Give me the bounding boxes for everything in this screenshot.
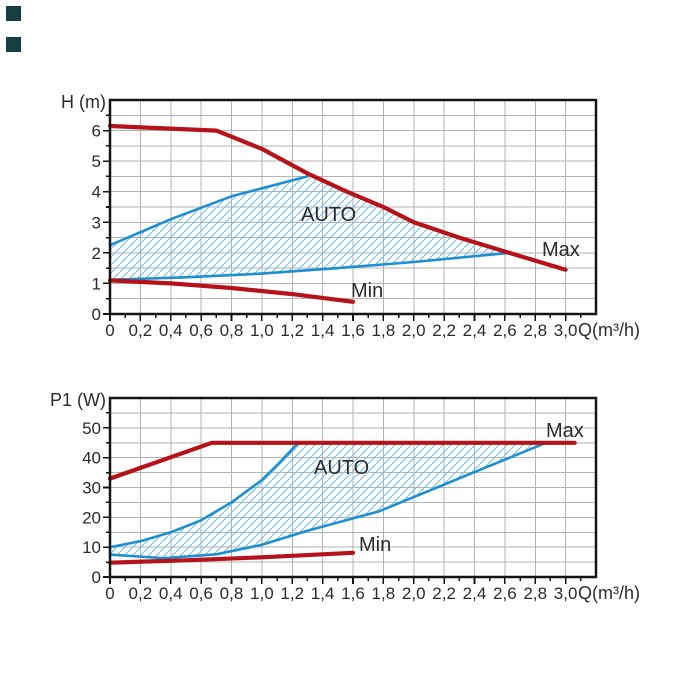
x-tick-label: 0,2 (129, 584, 153, 603)
max-curve (107, 123, 568, 272)
x-tick-label: 1,6 (341, 321, 365, 340)
x-tick-label: 2,0 (402, 321, 426, 340)
tick-labels: 0 0,2 0,4 0,6 0,8 1,0 1,2 1,4 1,6 1,8 2,0 2,2 2,4 2,6… (82, 419, 577, 603)
min-curve (107, 278, 356, 304)
x-tick-label: 0,6 (189, 584, 213, 603)
max-curve (107, 440, 577, 481)
max-label: Max (546, 420, 584, 442)
corner-marker (6, 6, 21, 21)
x-tick-label: 1,6 (341, 584, 365, 603)
power-chart: 0 0,2 0,4 0,6 0,8 1,0 1,2 1,4 1,6 1,8 2,0 2,2 2,4 2,6… (50, 390, 640, 603)
y-tick-label: 5 (92, 152, 101, 171)
x-tick-label: 1,2 (280, 321, 304, 340)
y-tick-label: 50 (82, 419, 101, 438)
y-tick-label: 40 (82, 449, 101, 468)
x-tick-label: 1,0 (250, 321, 274, 340)
x-tick-label: 0,6 (189, 321, 213, 340)
x-tick-label: 1,8 (372, 321, 396, 340)
y-tick-label: 0 (92, 305, 101, 324)
x-tick-label: 1,4 (311, 584, 335, 603)
y-tick-label: 1 (92, 274, 101, 293)
x-tick-label: 0,8 (220, 321, 244, 340)
x-tick-label: 3,0 (554, 321, 578, 340)
x-tick-label: 2,2 (432, 321, 456, 340)
min-label: Min (351, 280, 383, 302)
y-tick-label: 3 (92, 213, 101, 232)
x-tick-label: 2,4 (463, 321, 487, 340)
auto-upper-curve (108, 175, 309, 247)
x-tick-label: 1,8 (372, 584, 396, 603)
x-tick-label: 0 (105, 584, 114, 603)
tick-labels: 0 0,2 0,4 0,6 0,8 1,0 1,2 1,4 1,6 1,8 2,0 2,2 2,4 2,6… (92, 122, 578, 340)
x-tick-label: 2,4 (463, 584, 487, 603)
max-label: Max (542, 239, 580, 261)
x-tick-label: 3,0 (554, 584, 578, 603)
y-tick-label: 4 (92, 183, 101, 202)
x-tick-label: 2,8 (523, 321, 547, 340)
x-tick-label: 2,6 (493, 584, 517, 603)
corner-marker (6, 37, 21, 52)
head-chart: 0 0,2 0,4 0,6 0,8 1,0 1,2 1,4 1,6 1,8 2,0 2,2 2,4 2,6… (61, 92, 640, 340)
y-tick-label: 30 (82, 479, 101, 498)
x-tick-label: 2,0 (402, 584, 426, 603)
y-tick-label: 2 (92, 244, 101, 263)
x-tick-label: 0,4 (159, 584, 183, 603)
x-axis-title: Q(m³/h) (578, 583, 640, 603)
auto-label: AUTO (301, 204, 356, 226)
y-axis-title: P1 (W) (50, 390, 106, 410)
y-tick-label: 6 (92, 122, 101, 141)
x-tick-label: 0,2 (129, 321, 153, 340)
y-tick-label: 10 (82, 538, 101, 557)
auto-lower-curve (108, 251, 511, 282)
auto-lower-curve (108, 441, 548, 560)
auto-region (110, 442, 546, 559)
y-axis-title: H (m) (61, 92, 106, 112)
auto-region (110, 176, 510, 280)
x-tick-label: 0,4 (159, 321, 183, 340)
auto-label: AUTO (314, 457, 369, 479)
x-tick-label: 2,6 (493, 321, 517, 340)
x-tick-label: 1,0 (250, 584, 274, 603)
axis-ticks (103, 114, 582, 321)
min-label: Min (359, 534, 391, 556)
y-tick-label: 20 (82, 508, 101, 527)
x-tick-label: 1,2 (280, 584, 304, 603)
min-curve (107, 550, 356, 565)
x-tick-label: 0,8 (220, 584, 244, 603)
y-tick-label: 0 (92, 568, 101, 587)
x-tick-label: 0 (105, 321, 114, 340)
auto-upper-curve (108, 441, 300, 549)
axis-ticks (103, 412, 582, 584)
x-axis-title: Q(m³/h) (578, 320, 640, 340)
x-tick-label: 2,2 (432, 584, 456, 603)
x-tick-label: 2,8 (523, 584, 547, 603)
x-tick-label: 1,4 (311, 321, 335, 340)
